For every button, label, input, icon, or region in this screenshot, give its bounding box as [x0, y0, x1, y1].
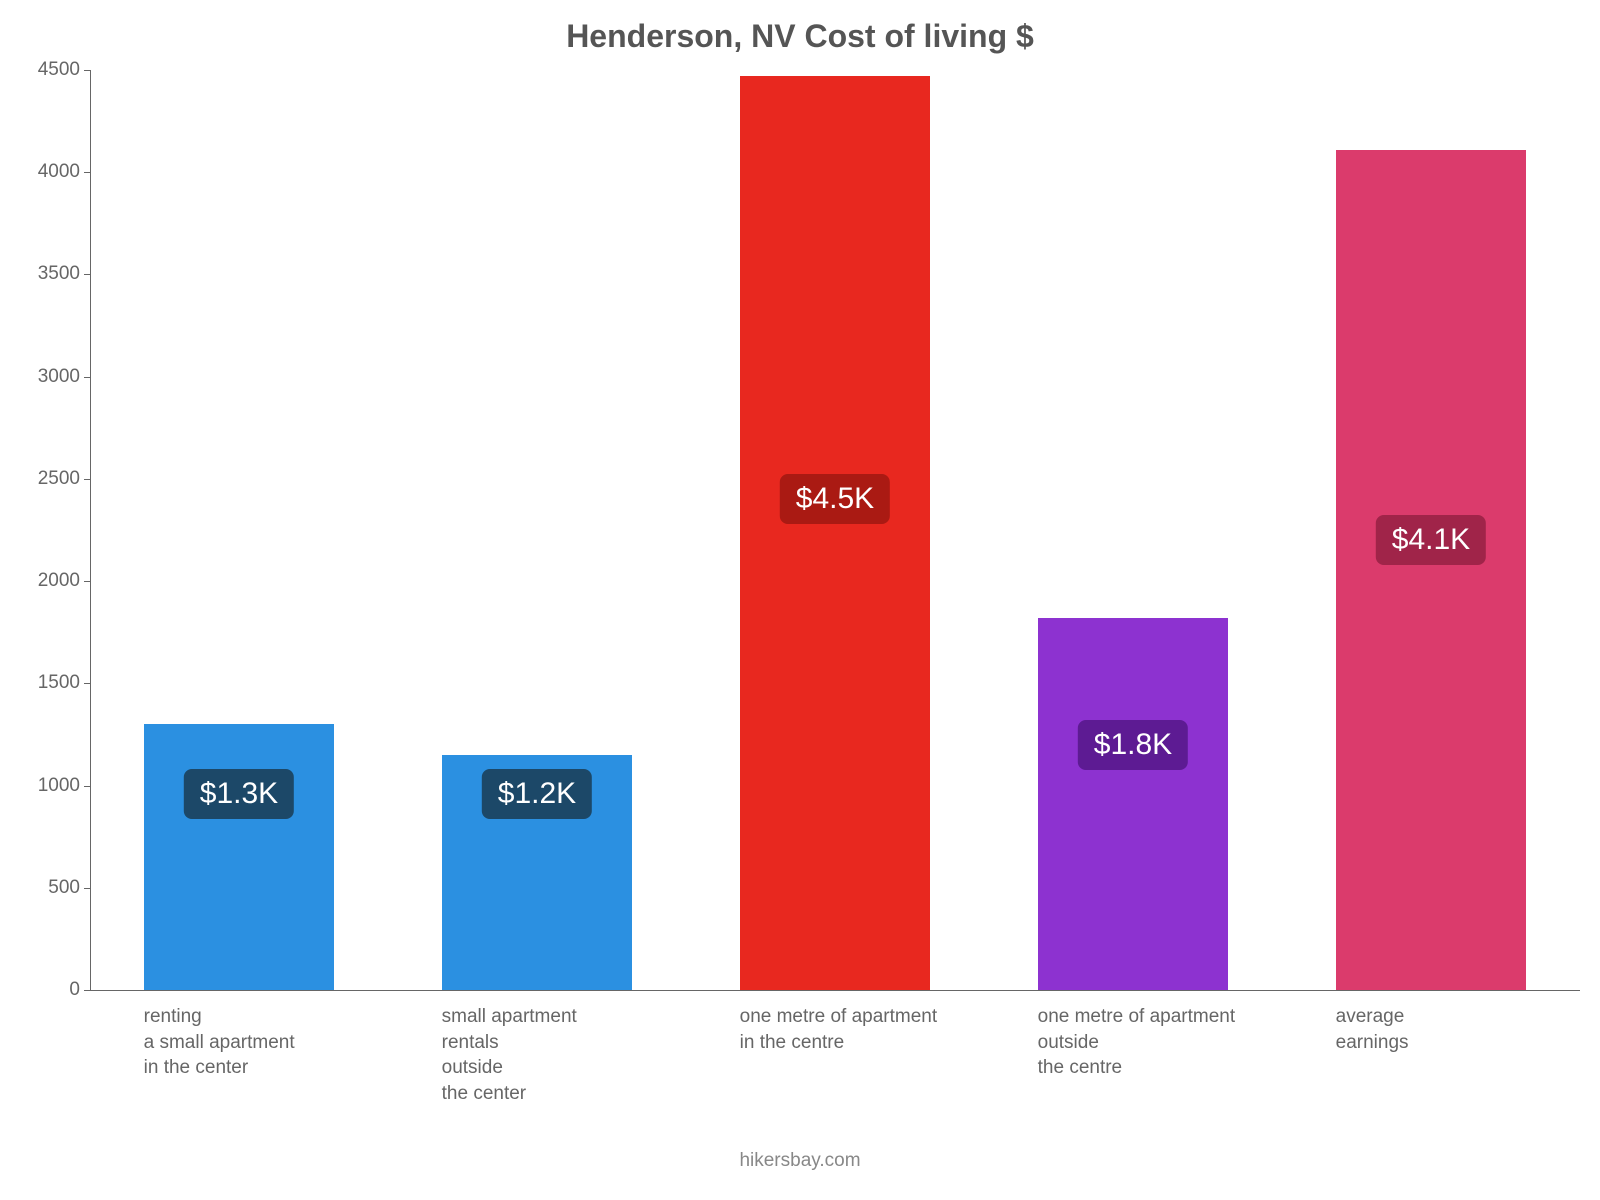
xtick-label: renting a small apartment in the center [144, 990, 442, 1081]
ytick-label: 0 [69, 979, 90, 1001]
bar [740, 76, 931, 990]
chart-footer: hikersbay.com [0, 1150, 1600, 1172]
bar [1336, 150, 1527, 990]
ytick-label: 3500 [38, 263, 90, 285]
ytick-label: 500 [48, 877, 90, 899]
plot-area: 050010001500200025003000350040004500$1.3… [90, 70, 1580, 990]
bar [1038, 618, 1229, 990]
ytick-label: 1000 [38, 775, 90, 797]
bar [144, 724, 335, 990]
bar-value-label: $1.3K [184, 769, 294, 819]
xtick-label: one metre of apartment outside the centr… [1038, 990, 1336, 1081]
ytick-label: 3000 [38, 366, 90, 388]
ytick-label: 4500 [38, 59, 90, 81]
chart-title: Henderson, NV Cost of living $ [0, 18, 1600, 55]
bar-value-label: $4.1K [1376, 515, 1486, 565]
ytick-label: 4000 [38, 161, 90, 183]
y-axis [90, 70, 91, 990]
ytick-label: 2000 [38, 570, 90, 592]
ytick-label: 2500 [38, 468, 90, 490]
xtick-label: small apartment rentals outside the cent… [442, 990, 740, 1107]
bar-value-label: $4.5K [780, 474, 890, 524]
xtick-label: average earnings [1336, 990, 1600, 1055]
bar-value-label: $1.2K [482, 769, 592, 819]
cost-of-living-chart: Henderson, NV Cost of living $ 050010001… [0, 0, 1600, 1200]
ytick-label: 1500 [38, 672, 90, 694]
bar-value-label: $1.8K [1078, 720, 1188, 770]
xtick-label: one metre of apartment in the centre [740, 990, 1038, 1055]
